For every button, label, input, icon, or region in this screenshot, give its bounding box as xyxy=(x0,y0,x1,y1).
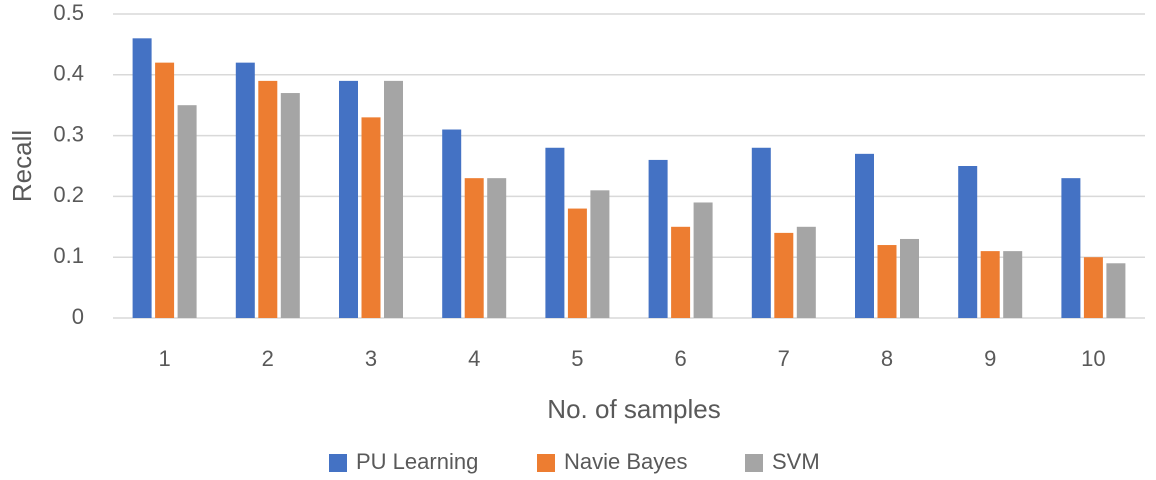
bar-pu-learning-5 xyxy=(545,147,565,318)
bars xyxy=(132,38,1126,318)
legend-swatch-pu-learning xyxy=(329,454,347,472)
bar-svm-7 xyxy=(796,226,816,318)
bar-svm-6 xyxy=(693,202,713,318)
bar-svm-5 xyxy=(590,190,610,318)
x-axis-title: No. of samples xyxy=(547,394,720,424)
bar-pu-learning-6 xyxy=(648,159,668,318)
bar-pu-learning-10 xyxy=(1061,178,1081,318)
x-tick-label: 5 xyxy=(571,346,583,371)
x-tick-label: 3 xyxy=(365,346,377,371)
bar-svm-10 xyxy=(1106,263,1126,318)
legend-label: Navie Bayes xyxy=(564,449,688,474)
legend-swatch-svm xyxy=(745,454,763,472)
x-tick-label: 4 xyxy=(468,346,480,371)
bar-svm-9 xyxy=(1003,251,1023,318)
x-tick-label: 2 xyxy=(262,346,274,371)
bar-svm-4 xyxy=(487,178,507,318)
y-axis-title: Recall xyxy=(7,130,37,202)
x-tick-label: 7 xyxy=(778,346,790,371)
bar-svm-1 xyxy=(177,105,197,318)
bar-navie-bayes-7 xyxy=(774,232,794,318)
x-tick-label: 6 xyxy=(674,346,686,371)
y-tick-label: 0.5 xyxy=(53,0,84,25)
bar-svm-3 xyxy=(384,80,403,318)
bar-pu-learning-4 xyxy=(442,129,462,318)
bar-svm-8 xyxy=(900,238,919,318)
bar-navie-bayes-4 xyxy=(464,178,484,318)
y-tick-label: 0.1 xyxy=(53,243,84,268)
bar-navie-bayes-6 xyxy=(671,226,691,318)
legend-swatch-navie-bayes xyxy=(537,454,555,472)
legend: PU Learning Navie Bayes SVM xyxy=(329,449,820,474)
bar-pu-learning-3 xyxy=(339,80,358,318)
bar-navie-bayes-8 xyxy=(877,245,897,318)
bar-navie-bayes-2 xyxy=(258,80,278,318)
bar-navie-bayes-1 xyxy=(155,62,175,318)
bar-pu-learning-1 xyxy=(132,38,152,318)
bar-navie-bayes-10 xyxy=(1083,257,1103,318)
x-tick-label: 9 xyxy=(984,346,996,371)
bar-svm-2 xyxy=(280,93,300,318)
bar-pu-learning-2 xyxy=(235,62,255,318)
y-tick-label: 0 xyxy=(72,304,84,329)
x-axis-ticks: 1 2 3 4 5 6 7 8 9 10 xyxy=(158,346,1105,371)
bar-navie-bayes-5 xyxy=(567,208,587,318)
y-tick-label: 0.2 xyxy=(53,182,84,207)
x-tick-label: 10 xyxy=(1081,346,1105,371)
y-axis-ticks: 0 0.1 0.2 0.3 0.4 0.5 xyxy=(53,0,84,329)
bar-pu-learning-9 xyxy=(958,166,978,318)
bar-navie-bayes-3 xyxy=(361,117,381,318)
x-tick-label: 8 xyxy=(881,346,893,371)
y-tick-label: 0.3 xyxy=(53,121,84,146)
bar-navie-bayes-9 xyxy=(980,251,1000,318)
legend-label: SVM xyxy=(772,449,820,474)
bar-pu-learning-8 xyxy=(855,153,874,318)
x-tick-label: 1 xyxy=(158,346,170,371)
bar-pu-learning-7 xyxy=(751,147,771,318)
y-tick-label: 0.4 xyxy=(53,61,84,86)
legend-label: PU Learning xyxy=(356,449,478,474)
